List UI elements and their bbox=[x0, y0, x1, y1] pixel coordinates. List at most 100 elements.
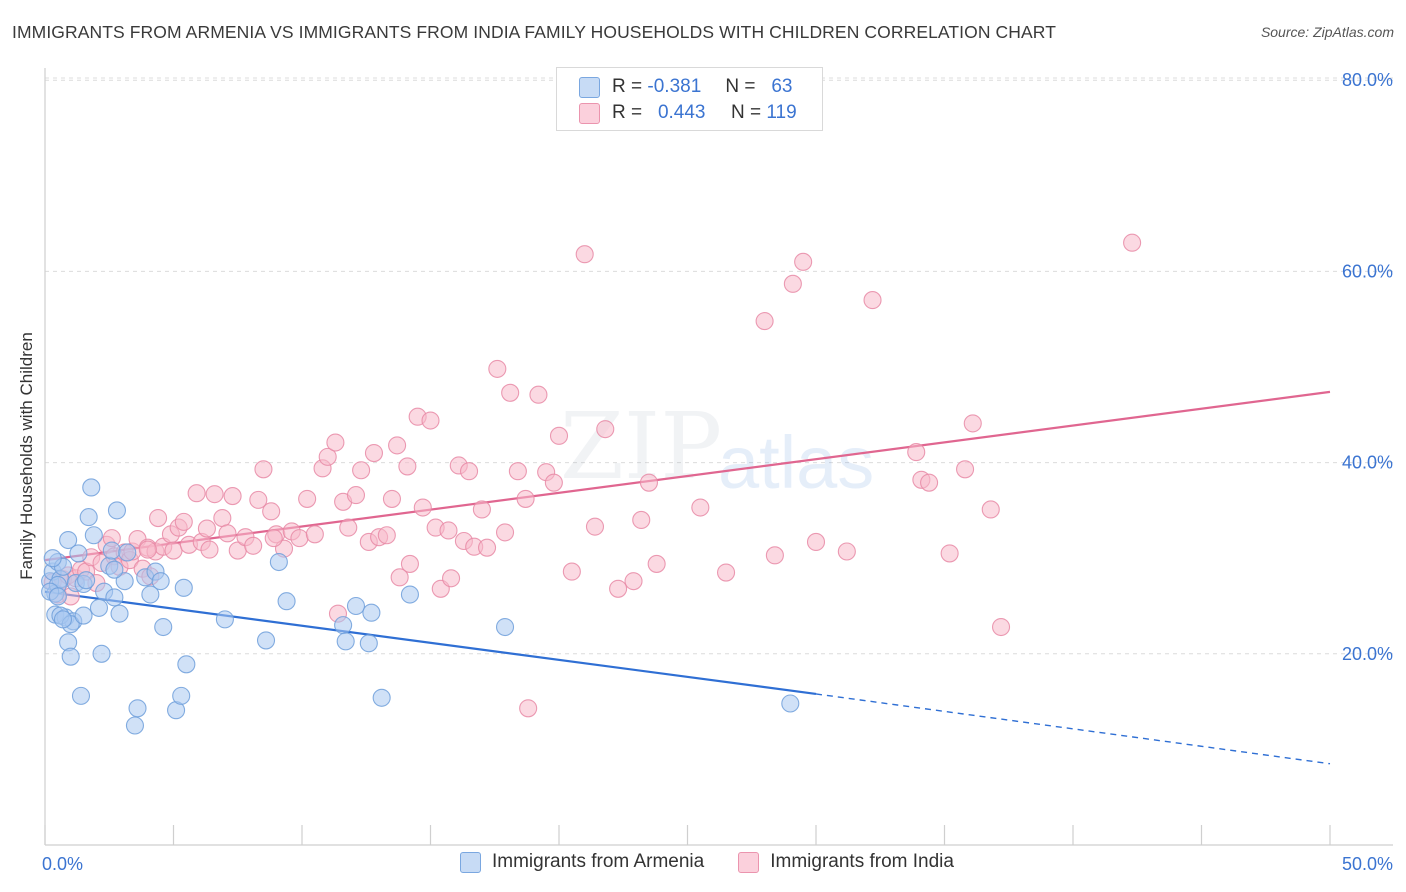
series-label-armenia: Immigrants from Armenia bbox=[492, 851, 705, 872]
armenia-point bbox=[105, 560, 124, 579]
india-point bbox=[298, 489, 317, 508]
armenia-point bbox=[118, 543, 137, 562]
india-point bbox=[413, 498, 432, 517]
armenia-point bbox=[141, 585, 160, 604]
india-point bbox=[264, 529, 283, 548]
armenia-point bbox=[77, 571, 96, 590]
india-point bbox=[956, 460, 975, 479]
india-point bbox=[716, 563, 736, 582]
trend-lines bbox=[44, 390, 1331, 765]
india-point bbox=[290, 529, 309, 548]
armenia-point bbox=[107, 501, 127, 520]
india-point bbox=[205, 485, 224, 504]
armenia-point bbox=[69, 544, 88, 563]
x-tick-label: 0.0% bbox=[42, 854, 83, 874]
india-point bbox=[390, 568, 409, 587]
india-point bbox=[806, 532, 826, 551]
armenia-point bbox=[74, 606, 93, 625]
legend-r-value: -0.381 bbox=[647, 76, 702, 97]
legend-n-value: 119 bbox=[766, 102, 797, 123]
armenia-point bbox=[61, 647, 80, 666]
india-point bbox=[596, 420, 615, 439]
armenia-point bbox=[48, 587, 67, 606]
india-point bbox=[549, 426, 569, 445]
armenia-point bbox=[781, 694, 800, 713]
india-point bbox=[516, 489, 535, 508]
armenia-point bbox=[336, 632, 355, 651]
armenia-point bbox=[128, 699, 147, 718]
india-point bbox=[940, 544, 959, 563]
india-point bbox=[382, 489, 402, 508]
india-point bbox=[755, 312, 774, 331]
india-point bbox=[339, 518, 358, 537]
series-legend-india: Immigrants from India bbox=[738, 851, 954, 873]
india-point bbox=[691, 498, 710, 517]
armenia-point bbox=[359, 634, 378, 653]
armenia-point bbox=[125, 716, 144, 735]
india-point bbox=[585, 517, 605, 536]
armenia-point bbox=[215, 610, 234, 629]
y-tick-label: 40.0% bbox=[1342, 453, 1393, 473]
armenia-point bbox=[372, 688, 391, 707]
india-point bbox=[398, 457, 417, 476]
india-point bbox=[218, 524, 237, 543]
india-point bbox=[837, 542, 856, 561]
india-point bbox=[632, 510, 651, 530]
armenia-point bbox=[71, 686, 91, 705]
india-point bbox=[174, 512, 193, 531]
series-legend: Immigrants from Armenia Immigrants from … bbox=[460, 851, 988, 873]
armenia-point bbox=[53, 610, 73, 629]
armenia-point bbox=[110, 604, 129, 623]
armenia-point bbox=[362, 603, 381, 622]
india-point bbox=[495, 523, 515, 542]
armenia-point bbox=[269, 552, 288, 572]
india-point bbox=[352, 461, 371, 480]
india-point bbox=[421, 411, 440, 430]
india-point bbox=[442, 569, 461, 588]
india-point bbox=[609, 579, 628, 598]
india-point bbox=[519, 699, 538, 718]
armenia-point bbox=[89, 598, 109, 617]
legend-r-label: R = bbox=[612, 76, 643, 97]
india-point bbox=[318, 447, 337, 466]
armenia-point bbox=[495, 617, 515, 637]
india-point bbox=[794, 252, 813, 271]
india-point bbox=[149, 508, 168, 528]
legend-swatch-india bbox=[579, 102, 600, 124]
armenia-point bbox=[84, 526, 103, 545]
india-trend-line bbox=[44, 390, 1331, 562]
india-point bbox=[508, 462, 527, 481]
india-point bbox=[459, 462, 479, 481]
india-point bbox=[783, 274, 802, 293]
armenia-point bbox=[334, 616, 353, 635]
india-point bbox=[138, 540, 157, 559]
india-point bbox=[213, 508, 232, 528]
india-point bbox=[305, 525, 324, 544]
legend-n-value: 63 bbox=[771, 76, 793, 97]
india-point bbox=[920, 473, 939, 492]
correlation-legend: R = -0.381 N = 63 R = 0.443 N = 119 bbox=[556, 67, 823, 131]
india-point bbox=[262, 502, 281, 521]
india-point bbox=[197, 519, 216, 538]
india-point bbox=[388, 436, 407, 455]
india-point bbox=[863, 291, 882, 310]
india-point bbox=[501, 383, 520, 402]
india-point bbox=[991, 617, 1011, 637]
india-point bbox=[575, 245, 594, 264]
india-point bbox=[377, 526, 396, 545]
legend-row-armenia: R = -0.381 N = 63 bbox=[579, 75, 792, 99]
india-point bbox=[1123, 233, 1142, 252]
india-point bbox=[472, 500, 491, 519]
legend-n-label: N = bbox=[725, 76, 756, 97]
india-point bbox=[326, 433, 345, 452]
armenia-point bbox=[115, 572, 134, 591]
india-point bbox=[244, 536, 263, 555]
india-point bbox=[639, 473, 659, 492]
armenia-point bbox=[105, 588, 124, 607]
india-point bbox=[963, 414, 982, 433]
armenia-point bbox=[277, 592, 296, 611]
india-point bbox=[249, 490, 268, 509]
india-point bbox=[488, 359, 507, 378]
india-point bbox=[477, 538, 497, 557]
armenia-point bbox=[154, 617, 173, 637]
